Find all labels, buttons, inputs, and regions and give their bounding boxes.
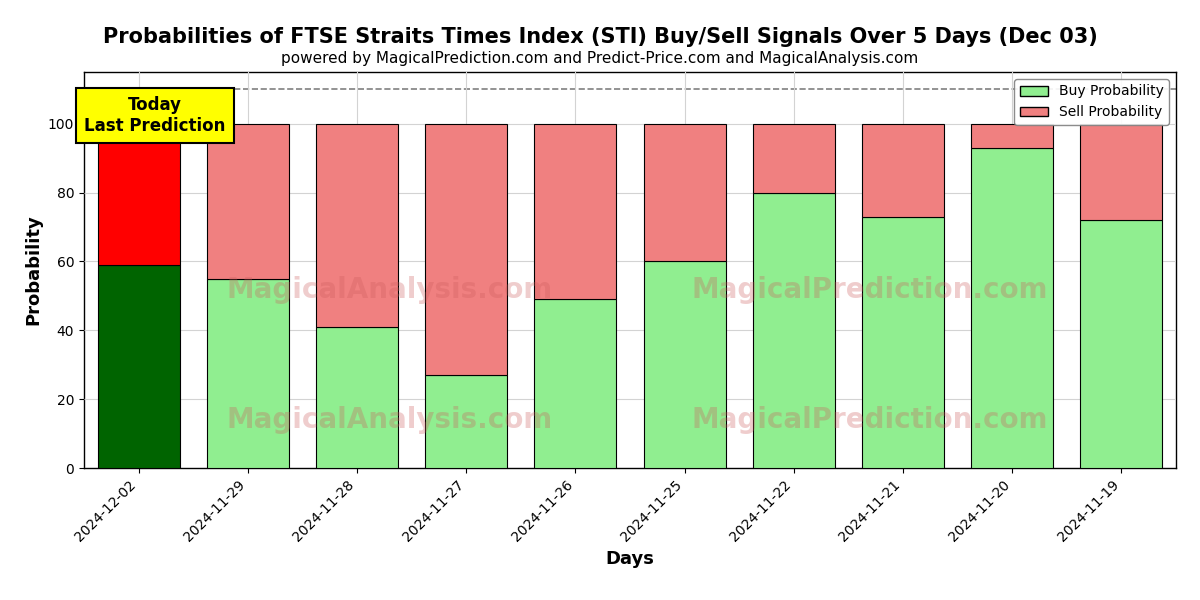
Bar (425, 124, 508, 375)
Bar (97, 124, 180, 265)
Bar (316, 124, 398, 327)
Bar (534, 299, 617, 468)
X-axis label: Days: Days (606, 550, 654, 568)
Bar (316, 327, 398, 468)
Bar (425, 375, 508, 468)
Bar (971, 148, 1054, 468)
Bar (1080, 124, 1163, 220)
Y-axis label: Probability: Probability (24, 215, 42, 325)
Bar (534, 124, 617, 299)
Bar (643, 124, 726, 262)
Text: Today
Last Prediction: Today Last Prediction (84, 96, 226, 135)
Bar (862, 124, 944, 217)
Bar (206, 124, 289, 278)
Text: MagicalPrediction.com: MagicalPrediction.com (692, 406, 1049, 434)
Legend: Buy Probability, Sell Probability: Buy Probability, Sell Probability (1014, 79, 1169, 125)
Bar (752, 193, 835, 468)
Bar (97, 265, 180, 468)
Text: MagicalAnalysis.com: MagicalAnalysis.com (227, 276, 553, 304)
Text: Probabilities of FTSE Straits Times Index (STI) Buy/Sell Signals Over 5 Days (De: Probabilities of FTSE Straits Times Inde… (103, 27, 1097, 47)
Bar (862, 217, 944, 468)
Text: powered by MagicalPrediction.com and Predict-Price.com and MagicalAnalysis.com: powered by MagicalPrediction.com and Pre… (281, 51, 919, 66)
Text: MagicalAnalysis.com: MagicalAnalysis.com (227, 406, 553, 434)
Bar (206, 278, 289, 468)
Bar (752, 124, 835, 193)
Text: MagicalPrediction.com: MagicalPrediction.com (692, 276, 1049, 304)
Bar (643, 262, 726, 468)
Bar (1080, 220, 1163, 468)
Bar (971, 124, 1054, 148)
